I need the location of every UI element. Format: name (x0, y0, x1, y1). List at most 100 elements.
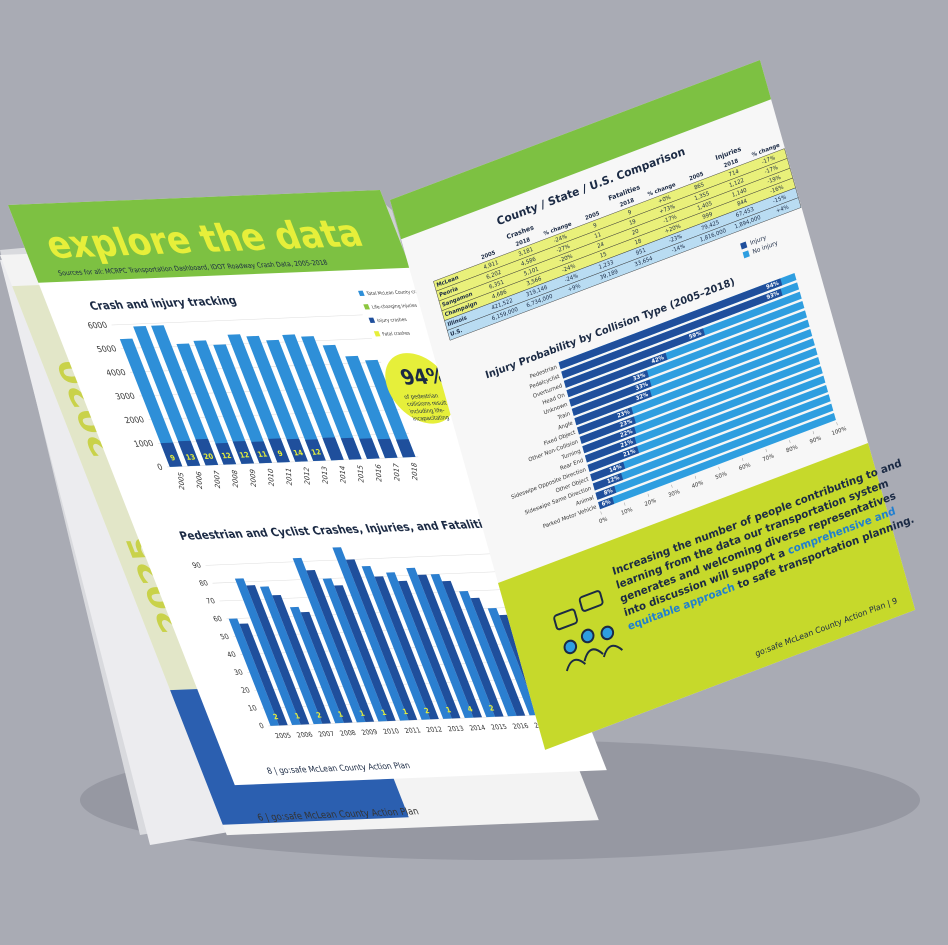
tick-mark (671, 484, 673, 488)
table-cell: 4,586 (521, 256, 538, 268)
bar-label: 59% (688, 330, 702, 341)
y-tick-label: 90 (191, 560, 203, 569)
table-cell: -17% (663, 214, 678, 225)
bar (322, 344, 380, 459)
bar (195, 438, 219, 466)
table-cell: -24% (561, 263, 576, 274)
bar-label: 1 (293, 711, 301, 720)
callout-text: incapacitating (412, 415, 451, 423)
table-cell: 1,122 (729, 178, 745, 189)
table-cell: 9 (593, 222, 598, 229)
bar (359, 438, 380, 459)
callout-text: of pedestrian (403, 393, 440, 400)
x-tick-label: 2018 (409, 461, 419, 482)
bar-label: 33% (632, 372, 646, 383)
tick-mark (624, 502, 626, 506)
x-tick-label: 2013 (447, 725, 466, 734)
bar (246, 585, 310, 725)
bar (345, 559, 418, 721)
table-cell: 3,181 (518, 247, 534, 258)
y-tick-label: 4000 (104, 367, 127, 378)
bar (595, 485, 617, 500)
bar-label: 22% (620, 429, 634, 440)
bar-remainder (584, 366, 823, 463)
bar (292, 557, 366, 723)
callout-text: including life- (409, 408, 446, 415)
table-cell: -17% (761, 155, 776, 166)
bar (442, 580, 504, 717)
x-tick-label: 2014 (338, 464, 348, 485)
y-tick-label: 0 (258, 721, 266, 730)
table-cell: -24% (553, 234, 568, 245)
tick-mark (600, 511, 602, 515)
legend-label: Total McLean County crashes (365, 289, 430, 298)
bar-label: 42% (651, 355, 665, 366)
table-cell: -14% (671, 244, 686, 255)
bar-label: 23% (617, 409, 631, 420)
bar (332, 547, 409, 721)
bar (561, 288, 783, 379)
bar (160, 442, 183, 467)
tick-mark (789, 440, 791, 444)
bar (459, 591, 517, 717)
bar (322, 437, 344, 461)
tick-mark (694, 475, 697, 479)
bar-remainder (582, 356, 821, 454)
y-tick-label: 2000 (123, 414, 146, 425)
bar (239, 623, 288, 726)
bar (566, 352, 668, 398)
legend-label: Injury crashes (376, 317, 408, 324)
bar (176, 343, 237, 465)
table-subhead: 2018 (723, 158, 739, 169)
bar (406, 567, 474, 719)
bar-remainder (598, 412, 836, 510)
bar (151, 325, 219, 466)
table-cell: 18 (634, 238, 643, 246)
table-cell: 4,911 (483, 260, 499, 271)
bar (227, 334, 290, 463)
bar-label: 23% (619, 418, 633, 429)
table-cell: 999 (702, 211, 714, 221)
x-tick-label: 60% (738, 462, 751, 472)
bar-label: 9 (276, 449, 284, 458)
table-row (447, 197, 802, 341)
bar-label: 14% (609, 464, 623, 475)
bar (398, 580, 461, 719)
x-tick-label: 2007 (317, 730, 336, 739)
bar (289, 606, 344, 724)
callout-circle (385, 353, 455, 424)
bar (234, 578, 301, 725)
bar (574, 389, 652, 426)
table-cell: -24% (564, 273, 579, 284)
bar (395, 439, 416, 458)
bar (577, 407, 634, 435)
x-tick-label: 10% (620, 507, 633, 517)
bar (282, 334, 344, 461)
table-cell: 24 (597, 241, 606, 249)
bar (340, 437, 362, 460)
bar (417, 574, 483, 718)
y-tick-label: 6000 (86, 320, 109, 331)
bar-remainder (595, 403, 834, 500)
right-page: County / State / U.S. ComparisonCrashes2… (390, 59, 916, 750)
bar-label: 2 (315, 710, 323, 719)
x-tick-label: 2016 (373, 462, 383, 483)
bar (133, 326, 201, 467)
row-label: U.S. (450, 328, 463, 338)
table-cell: -23% (668, 234, 683, 245)
legend-swatch (363, 304, 370, 310)
bar (266, 339, 326, 462)
bar (587, 446, 640, 472)
tick-mark (718, 466, 720, 470)
legend-swatch (740, 241, 748, 250)
bar (272, 594, 331, 724)
x-tick-label: 2006 (194, 470, 204, 491)
y-tick-label: Angle (557, 420, 574, 432)
table-cell: 1,233 (598, 260, 615, 272)
table-cell: 1,405 (697, 201, 714, 213)
table-cell: 844 (737, 198, 749, 208)
bar-label: 13 (184, 452, 197, 461)
table-cell: 4,686 (491, 289, 508, 301)
bar (584, 436, 637, 463)
bar (286, 438, 308, 462)
